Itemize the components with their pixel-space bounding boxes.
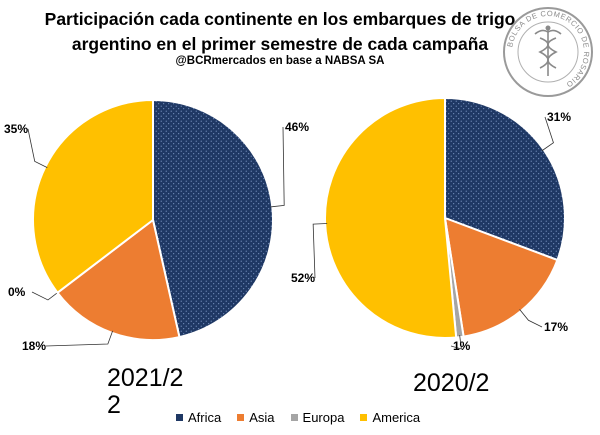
leader-line-africa — [541, 116, 554, 152]
legend-item-europa: Europa — [290, 410, 345, 425]
legend-item-asia: Asia — [237, 410, 275, 425]
pie-label-line-1: 2021/2 — [107, 364, 183, 392]
leader-line-europa — [450, 335, 462, 350]
pie-label-2020-21: 2020/2 — [413, 369, 489, 397]
pie-chart-2020-21: 31% 17% 1% 52% — [291, 96, 571, 353]
leader-line-africa — [270, 126, 285, 208]
data-label-america: 52% — [291, 271, 315, 285]
legend-label-europa: Europa — [302, 410, 345, 425]
legend-swatch-asia — [237, 414, 245, 421]
data-label-asia: 17% — [544, 320, 568, 334]
leader-line-america — [27, 128, 48, 168]
pie-slice-america — [324, 96, 458, 339]
data-label-europa: 0% — [8, 285, 26, 299]
chart-title: Participación cada continente en los emb… — [30, 7, 530, 57]
leader-line-asia — [519, 309, 543, 328]
legend-swatch-america — [360, 414, 368, 421]
leader-line-asia — [45, 330, 114, 347]
leader-line-america — [312, 223, 328, 279]
pie-label-2021-22: 2021/2 2 — [107, 364, 183, 419]
chart-subtitle: @BCRmercados en base a NABSA SA — [175, 55, 385, 67]
data-label-asia: 18% — [22, 339, 46, 353]
chart-title-line-2: argentino en el primer semestre de cada … — [71, 34, 489, 54]
bcr-seal-logo: BOLSA DE COMERCIO DE ROSARIO — [503, 7, 593, 97]
legend-label-america: America — [372, 410, 421, 425]
pie-label-line-2: 2 — [107, 391, 121, 419]
legend-label-africa: Africa — [188, 410, 222, 425]
pie-chart-2021-22: 46% 18% 0% 35% — [4, 98, 309, 353]
chart-title-line-1: Participación cada continente en los emb… — [44, 9, 516, 29]
legend-item-africa: Africa — [176, 410, 221, 425]
legend-swatch-europa — [290, 414, 298, 421]
data-label-africa: 31% — [547, 110, 571, 124]
legend: Africa Asia Europa America — [176, 410, 420, 425]
legend-item-america: America — [360, 410, 420, 425]
data-label-africa: 46% — [285, 120, 309, 134]
legend-label-asia: Asia — [249, 410, 275, 425]
data-label-america: 35% — [4, 122, 28, 136]
data-label-europa: 1% — [453, 339, 471, 353]
legend-swatch-africa — [176, 414, 183, 421]
leader-line-europa — [31, 291, 60, 301]
